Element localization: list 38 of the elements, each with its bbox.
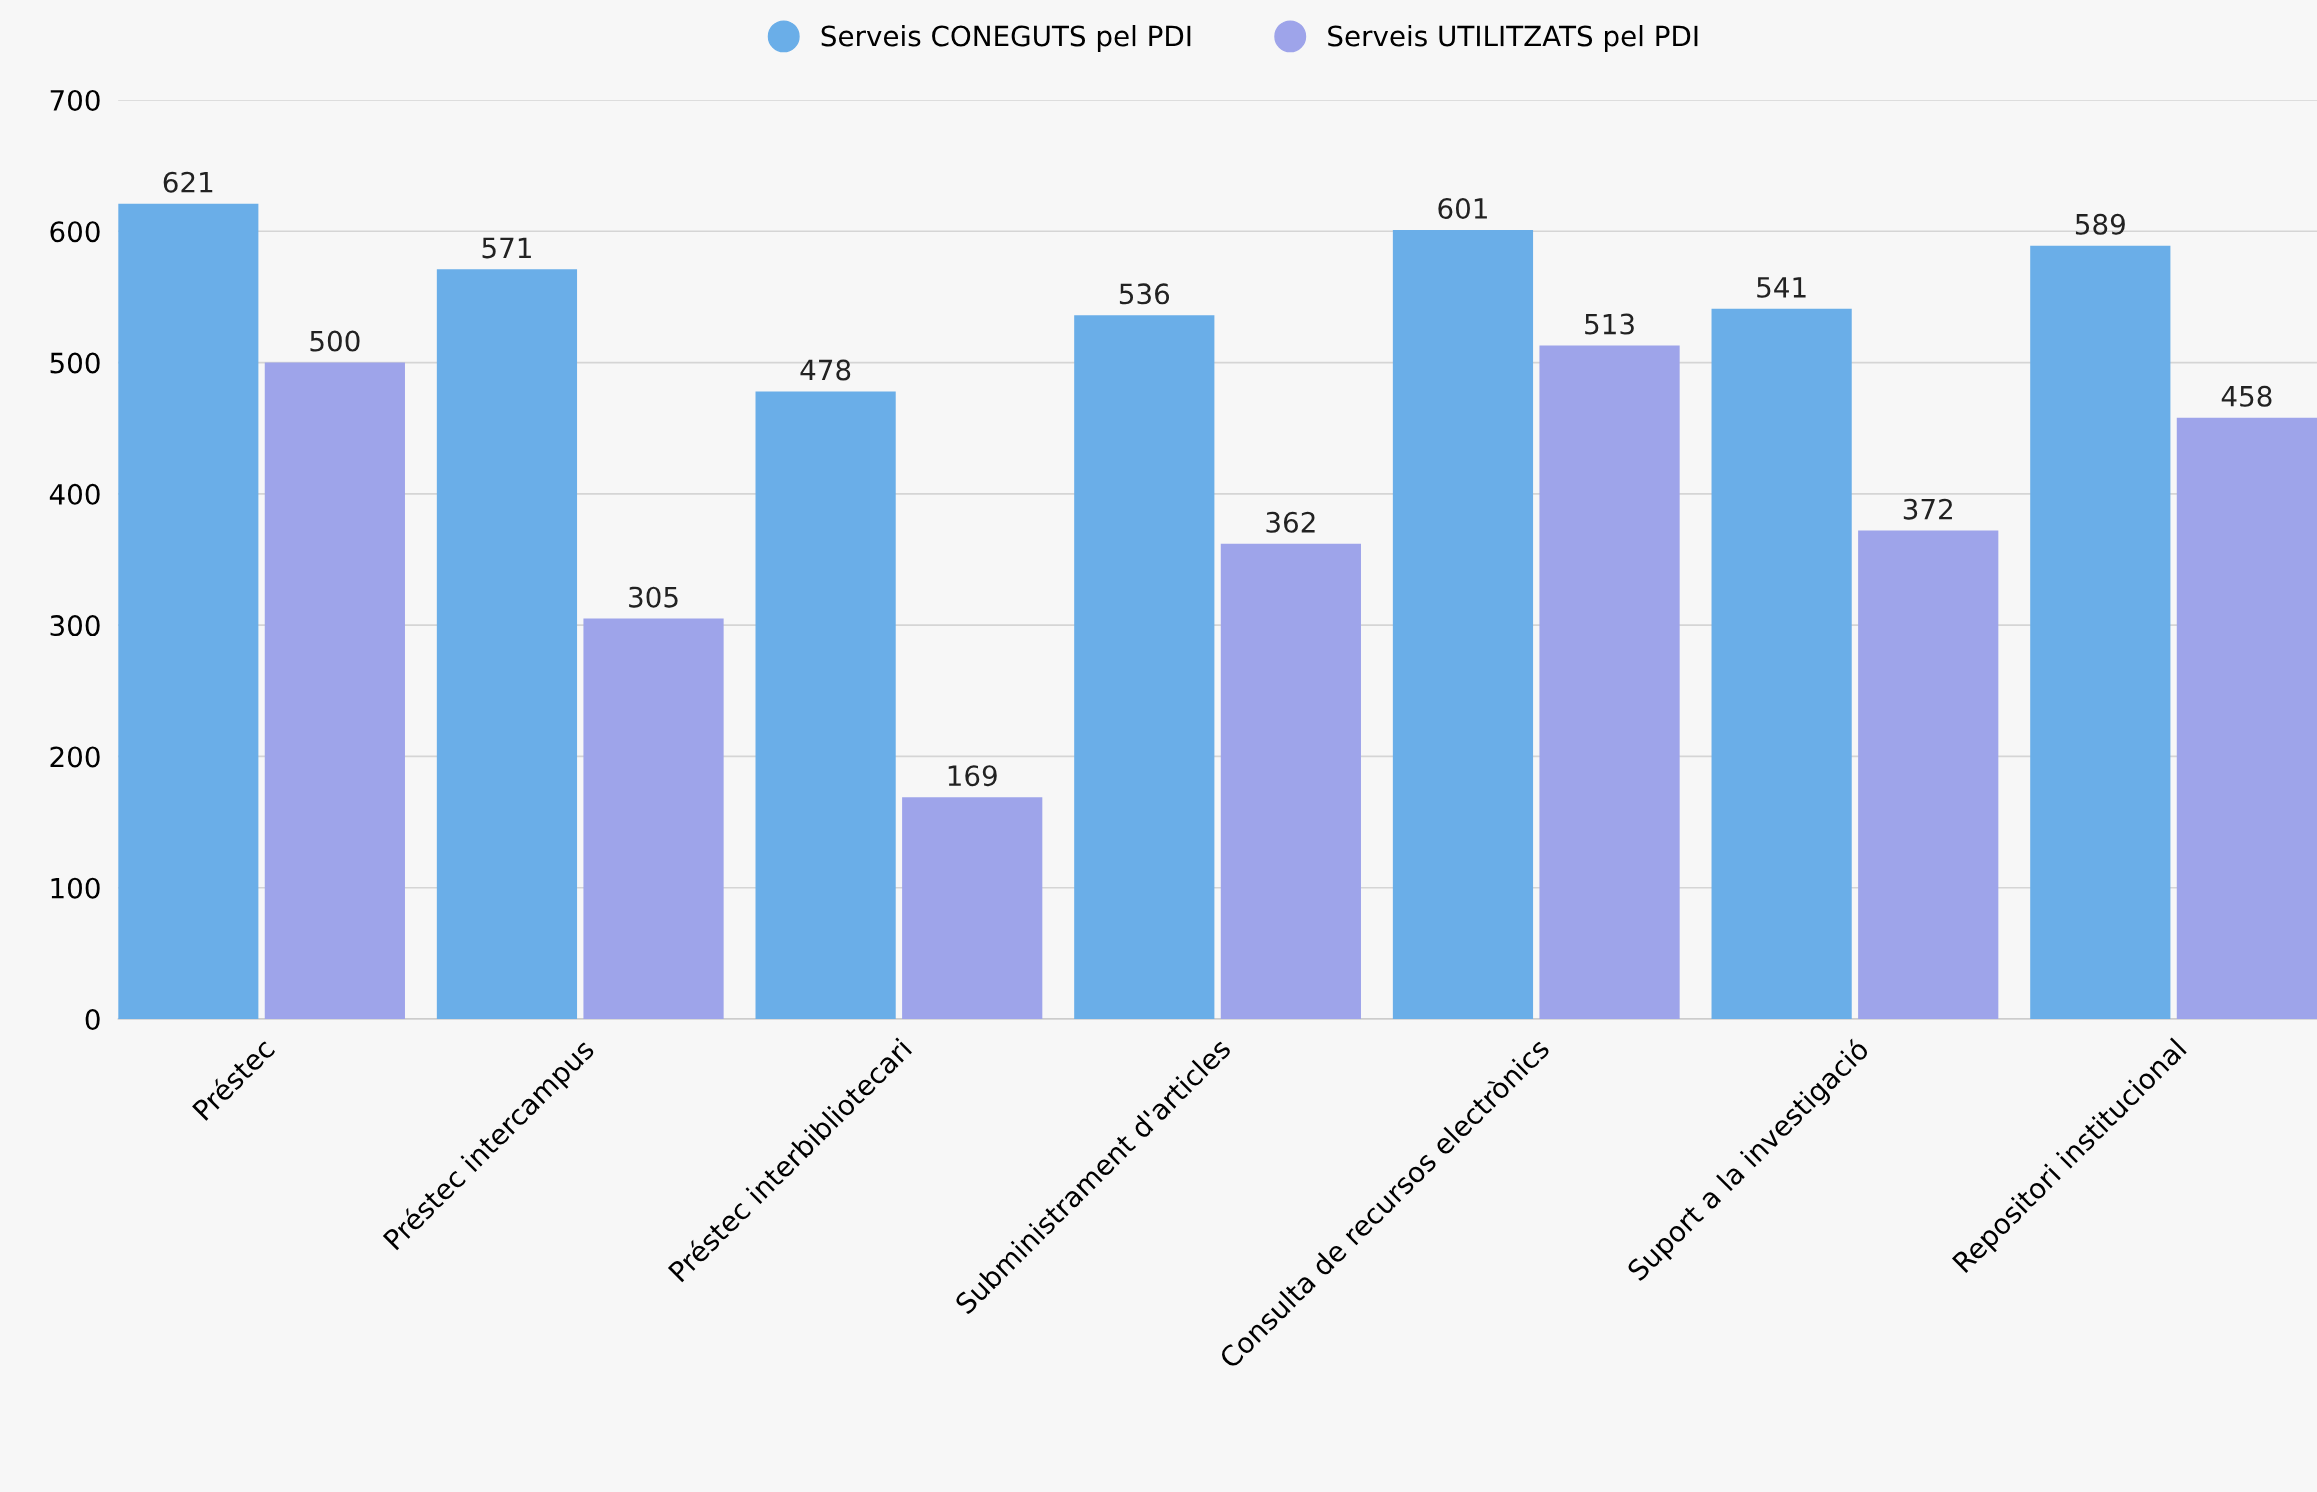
bar (1858, 530, 1999, 1020)
bar (902, 797, 1043, 1020)
bar (264, 362, 405, 1020)
data-label: 458 (2221, 385, 2272, 407)
data-label: 536 (1119, 283, 1170, 305)
y-tick-label: 500 (50, 352, 100, 374)
y-tick-label: 600 (50, 221, 100, 243)
data-label: 372 (1903, 498, 1952, 520)
y-tick-label: 200 (50, 746, 100, 768)
y-tick-label: 0 (85, 1008, 100, 1030)
bar (2176, 417, 2317, 1020)
data-label: 478 (800, 359, 851, 381)
bar (1711, 308, 1852, 1020)
data-label: 362 (1266, 511, 1315, 533)
data-label: 169 (948, 765, 997, 787)
bar (1074, 315, 1215, 1020)
bar (1220, 543, 1361, 1020)
data-label: 513 (1585, 313, 1634, 335)
bar (118, 203, 259, 1020)
data-label: 500 (310, 330, 360, 352)
data-label: 601 (1438, 198, 1487, 220)
bar (755, 391, 896, 1020)
bar (583, 618, 724, 1020)
data-label: 541 (1757, 277, 1806, 298)
y-tick-label: 300 (50, 615, 100, 637)
bar (2030, 245, 2171, 1020)
bar (436, 269, 578, 1020)
legend-label: Serveis CONEGUTS pel PDI (821, 25, 1191, 52)
data-label: 621 (163, 171, 213, 193)
y-tick-label: 100 (51, 877, 100, 899)
legend-label: Serveis UTILITZATS pel PDI (1328, 25, 1698, 52)
data-label: 571 (482, 237, 531, 259)
bar (1392, 229, 1534, 1020)
y-tick-label: 700 (50, 89, 100, 111)
y-tick-label: 400 (49, 483, 100, 505)
data-label: 589 (2075, 213, 2125, 235)
bar (1539, 345, 1680, 1020)
data-label: 305 (629, 586, 678, 608)
